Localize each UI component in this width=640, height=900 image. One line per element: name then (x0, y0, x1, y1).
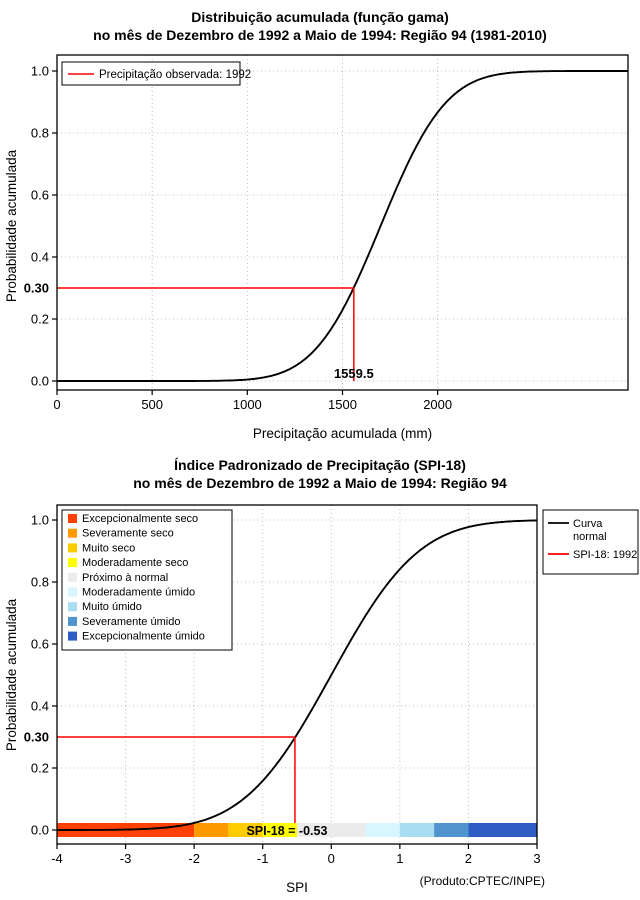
category-label: Severamente úmido (82, 616, 180, 628)
svg-text:0.8: 0.8 (31, 126, 49, 141)
category-label: Excepcionalmente seco (82, 513, 198, 525)
category-swatch (68, 602, 77, 612)
category-segment (434, 823, 469, 837)
category-swatch (68, 572, 77, 582)
precipitation-cdf-chart: Distribuição acumulada (função gama) no m… (4, 9, 629, 441)
spi-value-annotation: SPI-18 = -0.53 (246, 824, 327, 838)
category-segment (262, 823, 297, 837)
axis-ticks (52, 519, 538, 849)
category-label: Próximo à normal (82, 572, 168, 584)
category-swatch (68, 543, 77, 553)
category-segment (365, 823, 400, 837)
category-legend: Excepcionalmente seco Severamente seco Mui… (61, 509, 233, 651)
svg-text:3: 3 (533, 851, 540, 866)
chart-subtitle: no mês de Dezembro de 1992 a Maio de 199… (133, 475, 507, 491)
svg-text:2: 2 (465, 851, 472, 866)
axis-ticks (52, 70, 439, 395)
svg-text:1.0: 1.0 (31, 513, 49, 528)
plot-frame (56, 504, 538, 845)
reference-lines (57, 736, 296, 823)
legend-label: normal (573, 531, 607, 543)
legend-label: SPI-18: 1992 (573, 549, 637, 561)
legend-label: Precipitação observada: 1992 (99, 69, 251, 81)
svg-text:500: 500 (141, 397, 163, 412)
svg-text:0.6: 0.6 (31, 637, 49, 652)
svg-text:0.8: 0.8 (31, 575, 49, 590)
svg-text:2000: 2000 (423, 397, 452, 412)
category-segment (399, 823, 435, 837)
svg-text:0.4: 0.4 (31, 699, 49, 714)
axis-tick-labels: 0 500 1000 1500 2000 0.0 0.2 0.4 0.6 0.8 1.0 (31, 64, 452, 413)
category-swatch (68, 558, 77, 568)
chart-title: Índice Padronizado de Precipitação (SPI-… (174, 457, 466, 473)
category-swatch (68, 631, 77, 641)
reference-probability-label: 0.30 (24, 730, 49, 745)
category-label: Severamente seco (82, 528, 174, 540)
svg-text:1000: 1000 (233, 397, 262, 412)
x-axis-label: SPI (286, 880, 308, 895)
category-label: Excepcionalmente úmido (82, 631, 205, 643)
category-swatch (68, 616, 77, 626)
cdf-curve (57, 70, 628, 382)
svg-text:1: 1 (396, 851, 403, 866)
svg-text:1.0: 1.0 (31, 64, 49, 79)
chart-subtitle: no mês de Dezembro de 1992 a Maio de 199… (93, 27, 547, 43)
svg-text:0.0: 0.0 (31, 374, 49, 389)
svg-text:-2: -2 (188, 851, 200, 866)
product-credit: (Produto:CPTEC/INPE) (420, 874, 545, 888)
svg-text:0.6: 0.6 (31, 188, 49, 203)
category-swatch (68, 514, 77, 523)
svg-text:1500: 1500 (328, 397, 357, 412)
svg-text:0.2: 0.2 (31, 312, 49, 327)
category-segment (228, 823, 263, 837)
svg-text:0.2: 0.2 (31, 761, 49, 776)
category-segment (468, 823, 537, 837)
x-axis-label: Precipitação acumulada (mm) (253, 426, 432, 441)
cdf-curve (57, 519, 537, 831)
svg-text:0.4: 0.4 (31, 250, 49, 265)
svg-text:-4: -4 (51, 851, 63, 866)
category-segment (194, 823, 229, 837)
category-label: Muito úmido (82, 601, 142, 613)
spi-cdf-chart: Índice Padronizado de Precipitação (SPI-… (4, 457, 639, 895)
reference-precipitation-label: 1559.5 (334, 366, 374, 381)
reference-probability-label: 0.30 (24, 281, 49, 296)
svg-text:0.0: 0.0 (31, 823, 49, 838)
grid-lines (56, 55, 628, 390)
category-swatch (68, 587, 77, 597)
legend-label: Curva (573, 518, 603, 530)
y-axis-label: Probabilidade acumulada (4, 598, 19, 751)
chart-title: Distribuição acumulada (função gama) (191, 9, 449, 25)
category-label: Moderadamente seco (82, 557, 188, 569)
category-swatch (68, 528, 77, 538)
category-label: Muito seco (82, 542, 135, 554)
axis-tick-labels: -4 -3 -2 -1 0 1 2 3 0.0 0.2 0.4 0.6 0.8 1.0 (31, 513, 541, 867)
category-segment (297, 823, 366, 837)
svg-text:0: 0 (328, 851, 335, 866)
y-axis-label: Probabilidade acumulada (4, 149, 19, 302)
svg-text:-3: -3 (120, 851, 132, 866)
reference-lines (57, 287, 355, 381)
svg-text:-1: -1 (257, 851, 269, 866)
observed-legend: Precipitação observada: 1992 (61, 61, 251, 86)
svg-text:0: 0 (53, 397, 60, 412)
category-label: Moderadamente úmido (82, 587, 195, 599)
